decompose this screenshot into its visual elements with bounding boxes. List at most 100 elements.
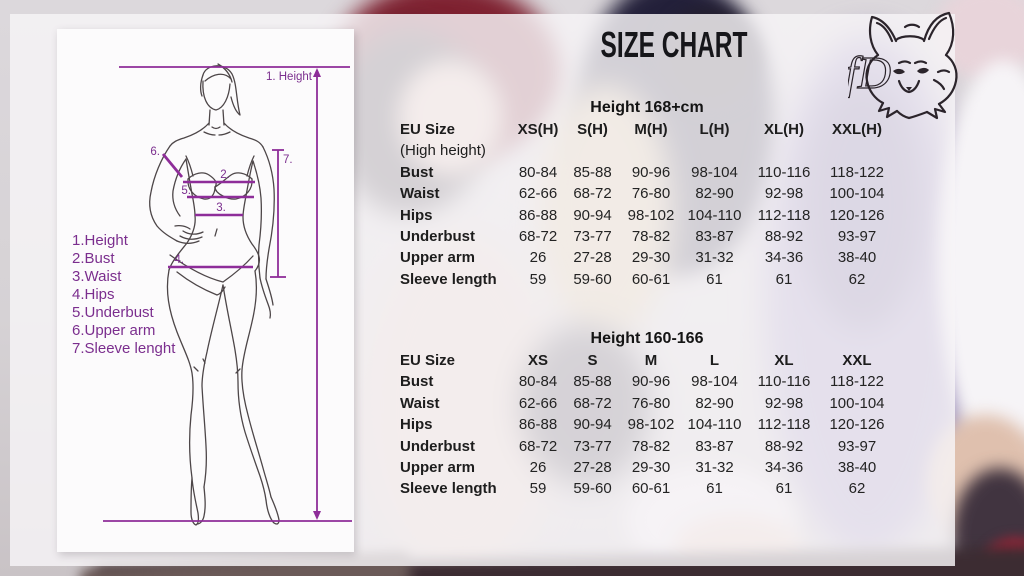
row-label: Underbust [400,437,475,455]
measurement-legend: 1.Height 2.Bust 3.Waist 4.Hips 5.Underbu… [72,232,175,358]
table-cell: 68-72 [518,437,558,455]
table-cell: 26 [529,459,547,477]
legend-item: 3.Waist [72,268,122,285]
table-cell: 31-32 [695,459,734,477]
table-cell: 83-87 [695,437,734,455]
table-cell: 38-40 [837,249,877,267]
row-label: Waist [400,185,440,203]
table-cell: 60-61 [631,480,671,498]
table-cell: 90-94 [573,416,612,434]
body-sketch [149,63,280,526]
table-row: Upper arm 26 27-28 29-30 31-32 34-36 38-40 [400,247,894,268]
table-cell: 76-80 [631,394,671,412]
row-label: Upper arm [400,249,476,267]
table-cell: 82-90 [695,185,734,203]
table-cell: 110-116 [757,163,811,181]
table-cell: 112-118 [757,416,811,434]
table-cell: 78-82 [631,228,671,246]
column-header: L [709,352,720,369]
column-header: XL [774,352,794,369]
table-row: Sleeve length 59 59-60 60-61 61 61 62 [400,269,894,290]
table-cell: 98-104 [691,373,738,391]
table-cell: 100-104 [829,185,885,203]
row-label: Hips [400,416,433,434]
column-header: XS(H) [517,121,559,138]
column-header: XXL [842,352,872,369]
table-cell: 82-90 [695,394,734,412]
size-table-height-160-166: Height 160-166 EU Size XS S M L XL XXL Bust 80-84… [400,328,894,500]
bust-marker-label: 2. [220,169,230,181]
table-cell: 90-96 [631,373,671,391]
legend-item: 7.Sleeve lenght [72,340,176,357]
column-header: XXL(H) [832,121,882,138]
table-cell: 68-72 [518,228,558,246]
table-cell: 93-97 [837,228,877,246]
table-cell: 61 [775,270,793,288]
legend-item: 1.Height [72,232,128,249]
table-cell: 112-118 [757,206,811,224]
table-cell: 73-77 [573,437,612,455]
size-row-label: EU Size [400,121,456,138]
row-label: Sleeve length [400,480,497,498]
table-cell: 104-110 [687,206,742,224]
table-subheader-row: (High height) [400,140,894,161]
legend-item: 2.Bust [72,250,115,267]
fox-logo-icon: fD [844,11,958,120]
table-cell: 59-60 [573,480,612,498]
table-row: Sleeve length 59 59-60 60-61 61 61 62 [400,478,894,499]
table-cell: 120-126 [829,416,885,434]
size-row-sublabel: (High height) [400,142,486,160]
table-row: Underbust 68-72 73-77 78-82 83-87 88-92 93-97 [400,436,894,457]
table-cell: 98-102 [627,416,675,434]
logo-initials: fD [848,47,891,98]
row-label: Bust [400,373,434,391]
size-table-height-168: Height 168+cm EU Size XS(H) S(H) M(H) L(H) XL(… [400,97,894,290]
table-cell: 27-28 [573,249,612,267]
column-header: L(H) [699,121,730,138]
table-cell: 61 [706,270,723,288]
table-cell: 60-61 [631,270,671,288]
table-cell: 68-72 [573,394,612,412]
table-cell: 62-66 [518,185,558,203]
table-row: Waist 62-66 68-72 76-80 82-90 92-98 100-104 [400,183,894,204]
table-header-row: EU Size XS(H) S(H) M(H) L(H) XL(H) XXL(H) [400,119,894,140]
table-cell: 62 [848,270,866,288]
measurement-marks [103,66,352,522]
table-cell: 61 [775,480,793,498]
table-row: Waist 62-66 68-72 76-80 82-90 92-98 100-104 [400,393,894,414]
table-cell: 62 [848,480,866,498]
row-label: Underbust [400,228,475,246]
table-cell: 86-88 [518,416,558,434]
table-row: Hips 86-88 90-94 98-102 104-110 112-118 120-12… [400,205,894,226]
table-cell: 27-28 [573,459,612,477]
table-cell: 85-88 [573,163,612,181]
hips-marker-label: 4. [174,254,184,266]
table-cell: 68-72 [573,185,612,203]
table-cell: 85-88 [573,373,612,391]
table-cell: 92-98 [764,185,804,203]
table-cell: 26 [529,249,547,267]
table-title: Height 168+cm [590,99,704,116]
table-cell: 98-102 [627,206,675,224]
column-header: M [644,352,658,369]
measurement-number-labels: 1. Height 2. 5. 3. 4. 6. 7. [150,71,312,266]
table-cell: 29-30 [631,249,671,267]
table-cell: 62-66 [518,394,558,412]
table-row: Bust 80-84 85-88 90-96 98-104 110-116 118-122 [400,162,894,183]
table-cell: 98-104 [691,163,738,181]
table-cell: 118-122 [830,163,884,181]
row-label: Bust [400,163,434,181]
size-row-label: EU Size [400,352,456,369]
table-row: Underbust 68-72 73-77 78-82 83-87 88-92 93-97 [400,226,894,247]
table-cell: 90-94 [573,206,612,224]
table-title: Height 160-166 [590,330,704,347]
table-cell: 29-30 [631,459,671,477]
table-cell: 38-40 [837,459,877,477]
table-cell: 86-88 [518,206,558,224]
column-header: S [587,352,598,369]
table-row: Hips 86-88 90-94 98-102 104-110 112-118 120-12… [400,414,894,435]
table-cell: 78-82 [631,437,671,455]
table-cell: 80-84 [518,373,558,391]
table-cell: 88-92 [764,228,804,246]
